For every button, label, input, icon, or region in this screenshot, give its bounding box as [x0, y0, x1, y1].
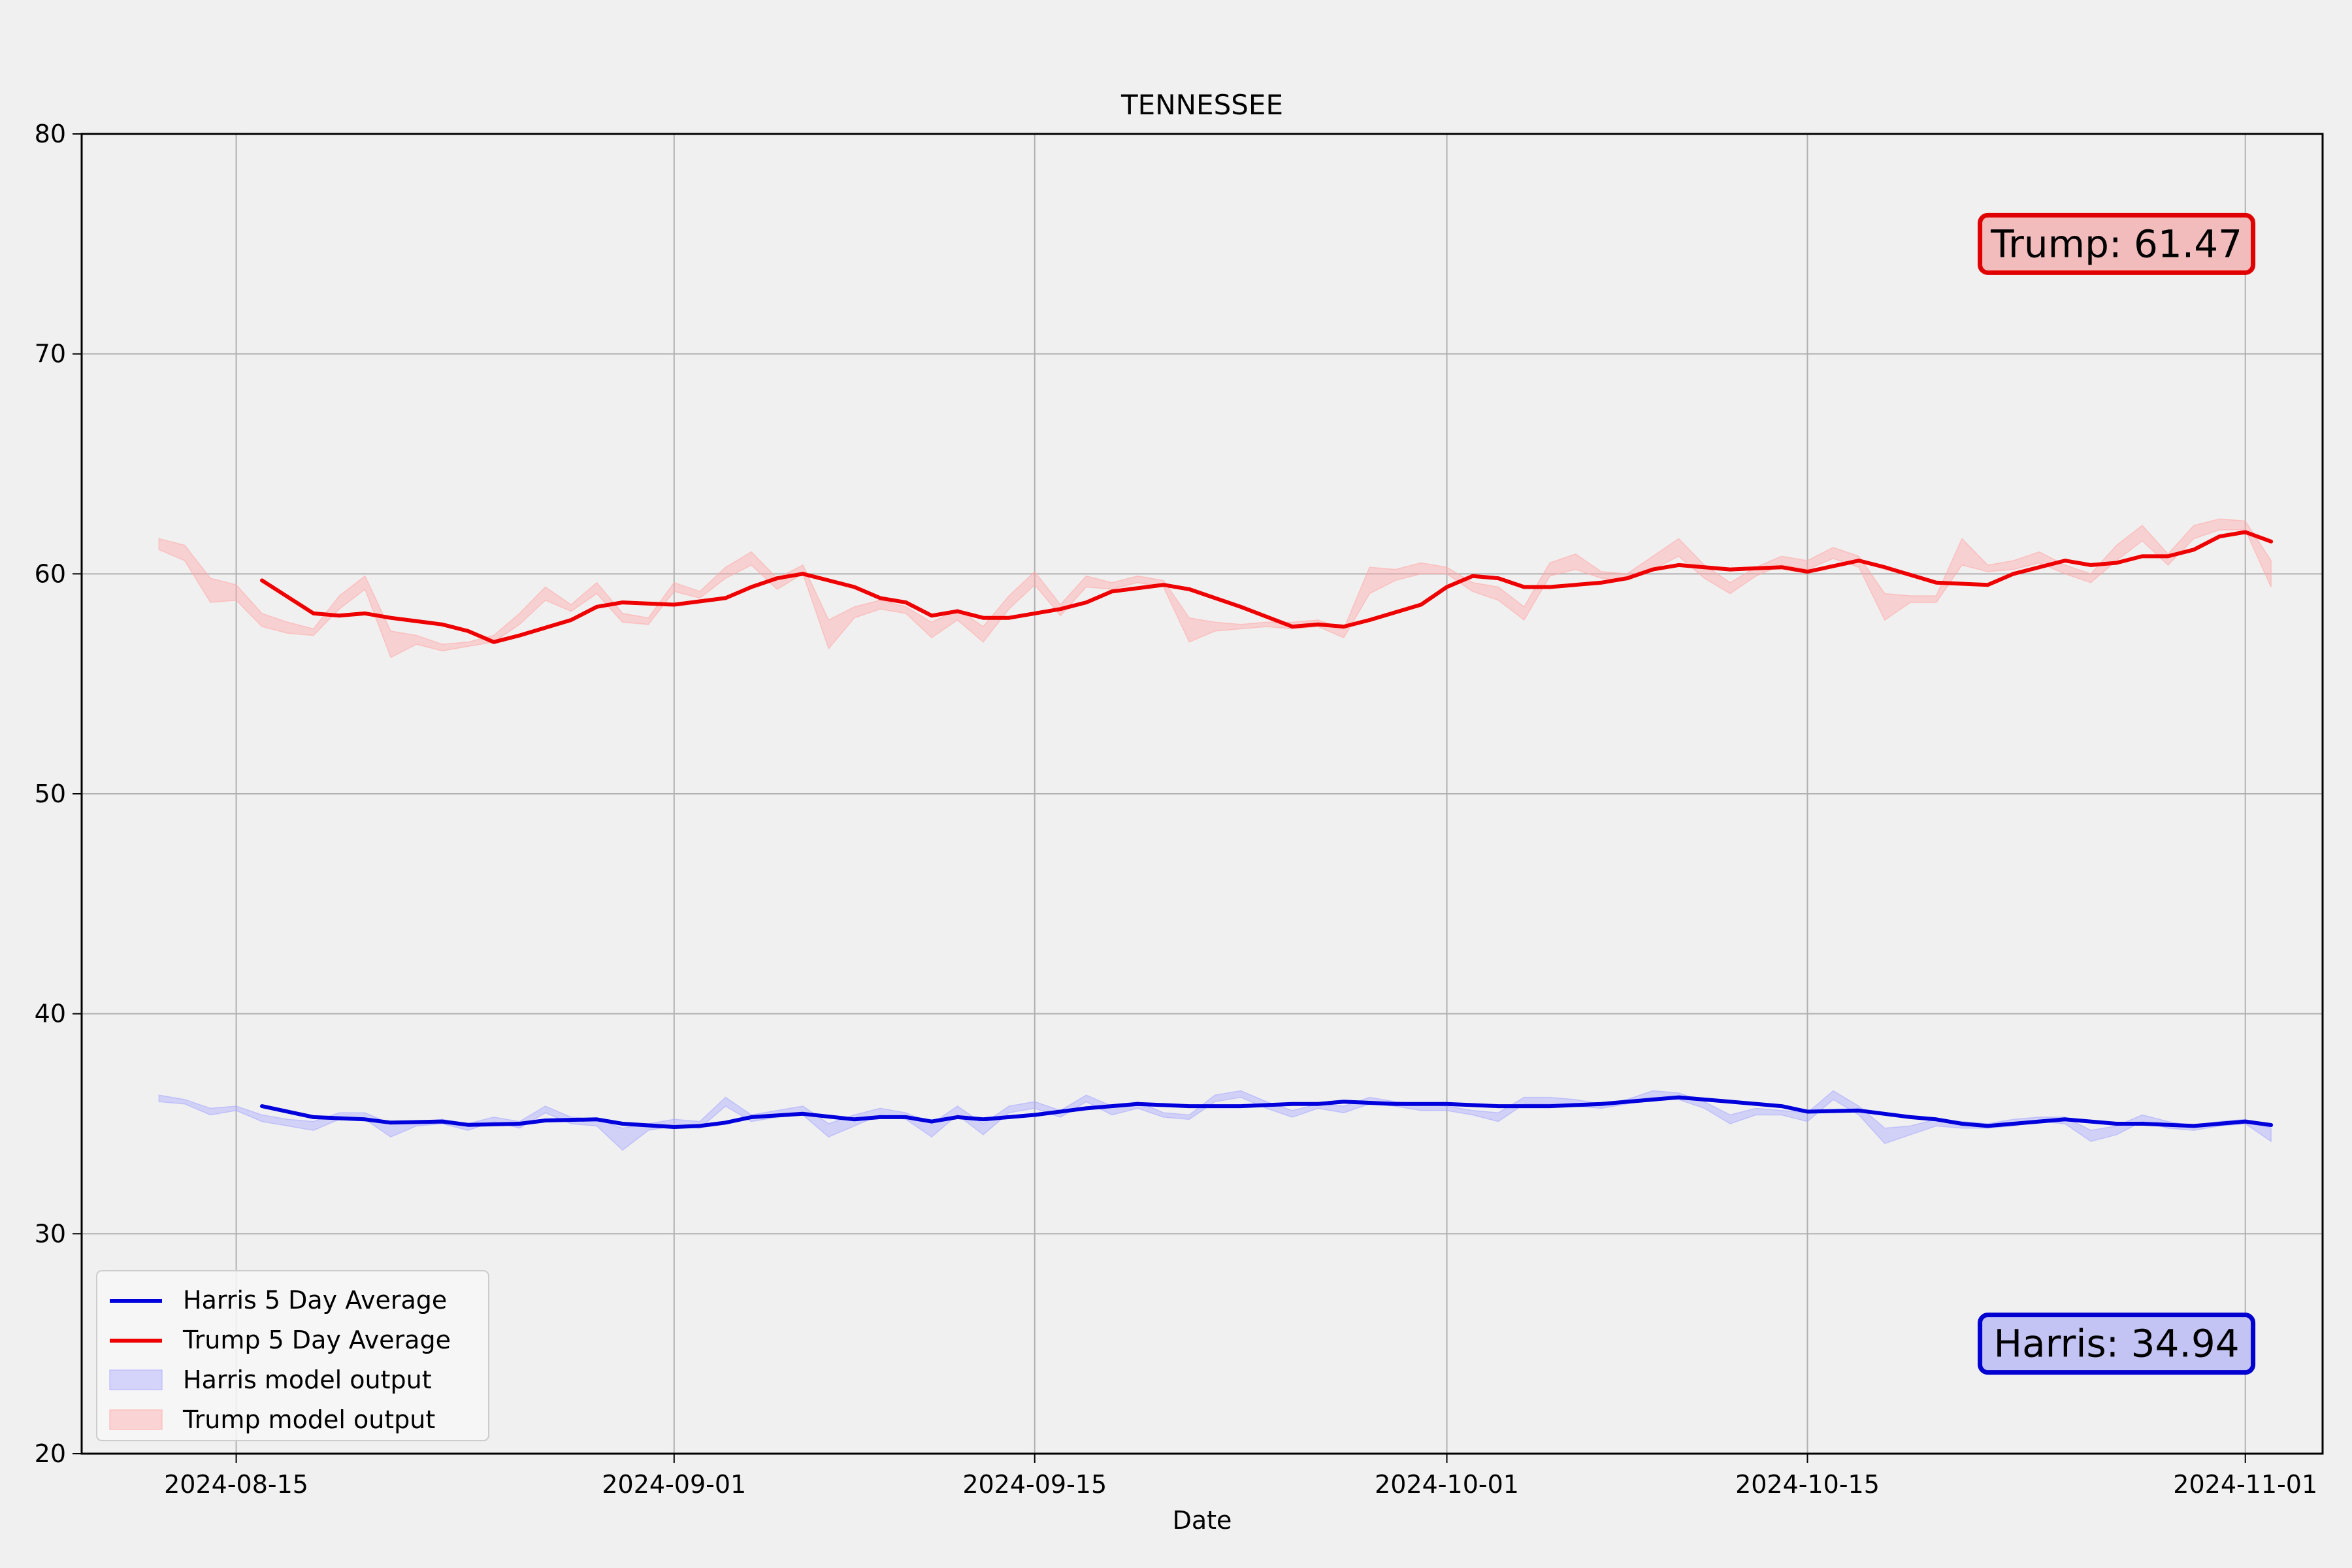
y-tick-label: 50	[35, 779, 66, 808]
legend-label: Trump model output	[182, 1405, 435, 1434]
x-tick-label: 2024-10-15	[1735, 1470, 1880, 1499]
x-tick-label: 2024-10-01	[1375, 1470, 1519, 1499]
x-tick-label: 2024-08-15	[164, 1470, 308, 1499]
annotation-label: Trump: 61.47	[1990, 221, 2242, 266]
legend-patch-swatch	[109, 1369, 163, 1390]
legend-patch-swatch	[109, 1409, 163, 1430]
x-tick-label: 2024-11-01	[2173, 1470, 2317, 1499]
average-lines	[260, 530, 2274, 1129]
y-tick-label: 40	[35, 1000, 66, 1028]
annotation-label: Harris: 34.94	[1994, 1322, 2240, 1366]
y-tick-label: 30	[35, 1219, 66, 1248]
trump-5-day-average-line	[260, 530, 2274, 644]
y-tick-label: 70	[35, 340, 66, 368]
harris-5-day-average-line	[260, 1095, 2274, 1129]
trump-model-output-band	[158, 518, 2272, 659]
legend-box	[96, 1270, 489, 1441]
annotation-box	[1978, 1313, 2256, 1375]
x-tick-label: 2024-09-01	[602, 1470, 746, 1499]
legend-label: Harris model output	[183, 1365, 432, 1394]
x-tick-label: 2024-09-15	[962, 1470, 1107, 1499]
legend-label: Trump 5 Day Average	[182, 1326, 451, 1354]
annotation-box	[1978, 212, 2256, 275]
legend: Harris 5 Day Average Trump 5 Day Average H…	[96, 1270, 489, 1441]
y-tick-label: 80	[35, 120, 66, 148]
y-tick-label: 20	[35, 1439, 66, 1468]
axis-ticks: 2024-08-15 2024-09-01 2024-09-15 2024-10-01…	[35, 120, 2318, 1499]
chart-title: TENNESSEE	[1120, 89, 1283, 121]
legend-label: Harris 5 Day Average	[183, 1286, 447, 1315]
y-tick-label: 60	[35, 559, 66, 588]
x-axis-label: Date	[1173, 1506, 1232, 1535]
annotations: Trump: 61.47 Harris: 34.94	[1978, 212, 2256, 1375]
